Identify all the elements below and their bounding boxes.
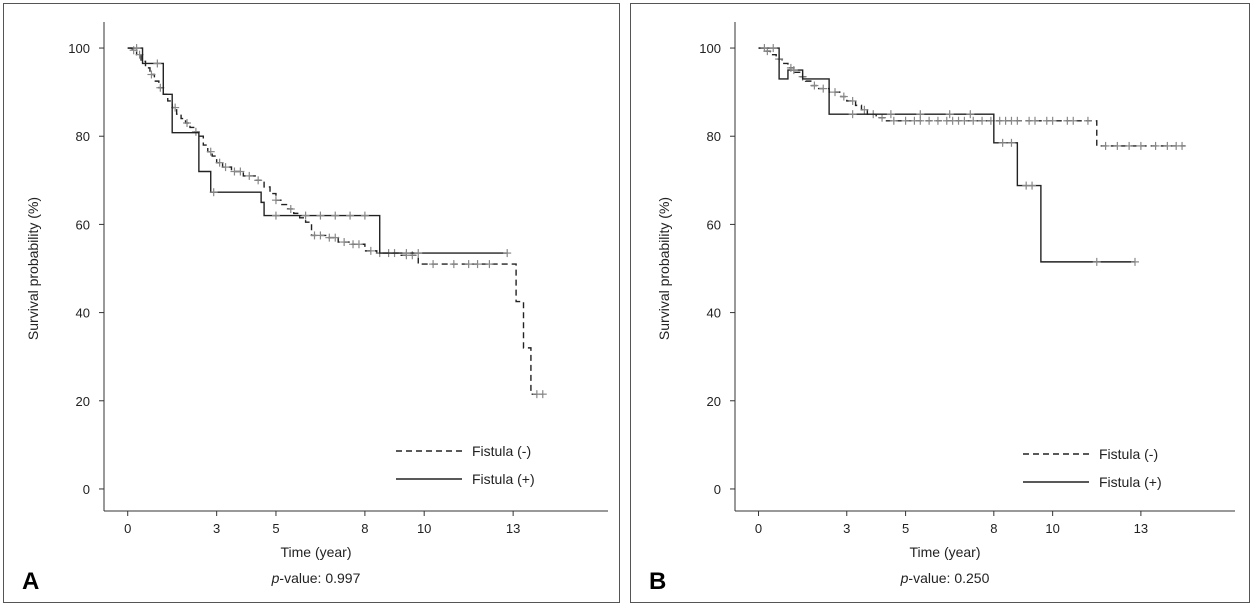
panel-letter: B bbox=[649, 568, 666, 595]
x-tick-label: 5 bbox=[272, 521, 279, 536]
legend-label: Fistula (+) bbox=[1099, 474, 1162, 490]
y-tick-label: 80 bbox=[707, 129, 721, 144]
p-value-value: -value: 0.250 bbox=[908, 570, 989, 586]
p-value-value: -value: 0.997 bbox=[279, 570, 360, 586]
legend: Fistula (-) Fistula (+) bbox=[396, 443, 535, 487]
x-tick-label: 13 bbox=[1134, 521, 1148, 536]
x-axis-title: Time (year) bbox=[280, 544, 351, 560]
y-axis-title: Survival probability (%) bbox=[656, 197, 672, 340]
x-tick-label: 3 bbox=[213, 521, 220, 536]
x-tick-label: 5 bbox=[902, 521, 909, 536]
panel-letter: A bbox=[22, 568, 39, 595]
y-tick-label: 40 bbox=[707, 306, 721, 321]
survival-curve bbox=[127, 47, 508, 254]
x-tick-label: 8 bbox=[990, 521, 997, 536]
y-tick-label: 100 bbox=[68, 41, 90, 56]
chart-panel-b: 0 20 40 60 80 100 0 3 5 8 10 13 Time (year) Survival … bbox=[630, 3, 1250, 603]
x-tick-label: 10 bbox=[417, 521, 431, 536]
p-value-text: p-value: 0.997 bbox=[271, 570, 361, 586]
y-axis-title: Survival probability (%) bbox=[25, 197, 41, 340]
x-tick-label: 8 bbox=[361, 521, 368, 536]
series-fistula-positive bbox=[758, 44, 1139, 266]
survival-curve bbox=[758, 47, 1185, 147]
y-tick-label: 0 bbox=[714, 482, 721, 497]
legend-label: Fistula (-) bbox=[1099, 446, 1158, 462]
chart-panel-a: 0 20 40 60 80 100 0 3 5 8 10 13 Time (year) Survival … bbox=[3, 3, 620, 603]
series-fistula-negative bbox=[758, 47, 1187, 150]
survival-curve bbox=[758, 47, 1135, 263]
x-tick-label: 0 bbox=[755, 521, 762, 536]
p-value-italic: p bbox=[900, 570, 909, 586]
y-tick-label: 20 bbox=[707, 394, 721, 409]
legend-label: Fistula (+) bbox=[472, 471, 535, 487]
p-value-text: p-value: 0.250 bbox=[900, 570, 990, 586]
survival-curve bbox=[127, 47, 543, 395]
x-tick-label: 3 bbox=[843, 521, 850, 536]
y-tick-label: 60 bbox=[707, 217, 721, 232]
legend: Fistula (-) Fistula (+) bbox=[1023, 446, 1162, 490]
legend-label: Fistula (-) bbox=[472, 443, 531, 459]
p-value-italic: p bbox=[271, 570, 280, 586]
x-tick-label: 13 bbox=[506, 521, 520, 536]
x-tick-label: 0 bbox=[124, 521, 131, 536]
y-tick-label: 40 bbox=[76, 306, 90, 321]
x-tick-label: 10 bbox=[1045, 521, 1059, 536]
y-tick-label: 80 bbox=[76, 129, 90, 144]
y-tick-label: 0 bbox=[83, 482, 90, 497]
survival-chart-a: 0 20 40 60 80 100 0 3 5 8 10 13 Time (year) Survival … bbox=[22, 22, 608, 595]
survival-chart-b: 0 20 40 60 80 100 0 3 5 8 10 13 Time (year) Survival … bbox=[649, 22, 1235, 595]
y-tick-label: 20 bbox=[76, 394, 90, 409]
y-tick-label: 100 bbox=[699, 41, 721, 56]
series-fistula-positive bbox=[127, 44, 512, 258]
x-axis-title: Time (year) bbox=[909, 544, 980, 560]
series-fistula-negative bbox=[127, 46, 547, 399]
y-tick-label: 60 bbox=[76, 217, 90, 232]
